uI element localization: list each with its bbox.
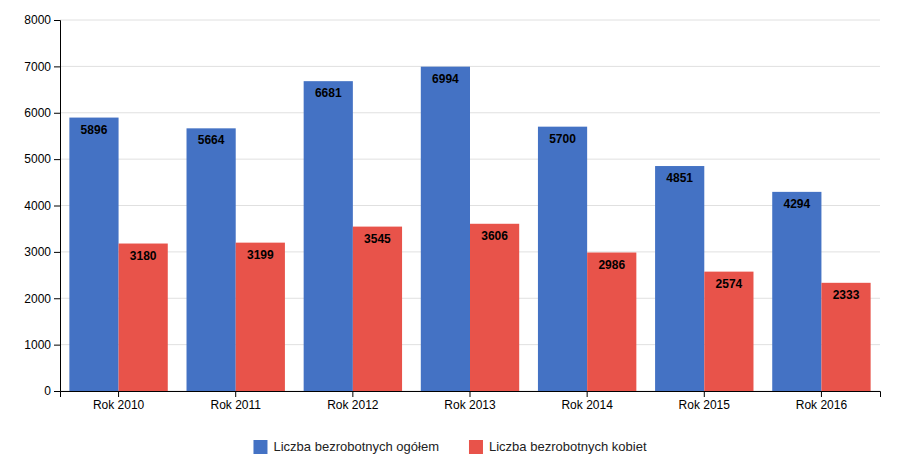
y-tick-label: 0 bbox=[44, 384, 51, 398]
y-tick: 8000 bbox=[24, 13, 60, 27]
y-tick: 2000 bbox=[24, 292, 60, 306]
x-tick-label: Rok 2015 bbox=[679, 398, 731, 412]
x-tick: Rok 2011 bbox=[210, 391, 261, 412]
bar bbox=[353, 227, 402, 391]
y-tick-label: 3000 bbox=[24, 245, 51, 259]
x-tick: Rok 2014 bbox=[561, 391, 613, 412]
x-tick-mark bbox=[587, 391, 588, 397]
x-tick-label: Rok 2013 bbox=[444, 398, 496, 412]
legend-swatch bbox=[469, 440, 483, 454]
x-tick-label: Rok 2016 bbox=[796, 398, 848, 412]
data-label: 6994 bbox=[432, 72, 459, 86]
bar bbox=[69, 118, 118, 391]
grid bbox=[60, 20, 880, 391]
data-label: 2333 bbox=[833, 288, 860, 302]
x-tick-mark bbox=[235, 391, 236, 397]
y-tick-label: 6000 bbox=[24, 106, 51, 120]
x-tick: Rok 2010 bbox=[93, 391, 145, 412]
bar bbox=[772, 192, 821, 391]
y-tick-mark bbox=[54, 20, 60, 21]
data-label: 3180 bbox=[130, 249, 157, 263]
x-tick-mark bbox=[118, 391, 119, 397]
y-tick-label: 4000 bbox=[24, 199, 51, 213]
data-label: 2986 bbox=[598, 258, 625, 272]
x-axis: Rok 2010 Rok 2011 Rok 2012 Rok 2013 Rok 2014… bbox=[61, 391, 881, 412]
x-tick: Rok 2016 bbox=[796, 391, 848, 412]
chart-container: 5896 5664 6681 6994 5700 4851 4294 3180 3199 3545… bbox=[0, 0, 900, 471]
y-axis: 0 1000 2000 3000 4000 5000 6000 7000 8000 bbox=[24, 13, 60, 398]
bar bbox=[421, 67, 470, 391]
bar bbox=[821, 283, 870, 391]
bar bbox=[470, 224, 519, 391]
y-tick: 7000 bbox=[24, 60, 60, 74]
legend: Liczba bezrobotnych ogółem Liczba bezrobo… bbox=[253, 439, 646, 454]
y-tick-mark bbox=[54, 206, 60, 207]
data-label: 4851 bbox=[666, 171, 693, 185]
bar bbox=[236, 243, 285, 391]
y-tick: 1000 bbox=[24, 338, 60, 352]
data-labels: 5896 5664 6681 6994 5700 4851 4294 3180 3199 3545… bbox=[81, 72, 860, 302]
data-label: 3606 bbox=[481, 229, 508, 243]
legend-label: Liczba bezrobotnych ogółem bbox=[273, 439, 439, 454]
y-tick: 5000 bbox=[24, 152, 60, 166]
bar bbox=[587, 253, 636, 391]
y-tick-label: 5000 bbox=[24, 152, 51, 166]
y-tick-mark bbox=[54, 298, 60, 299]
x-tick-label: Rok 2010 bbox=[93, 398, 145, 412]
y-tick: 4000 bbox=[24, 199, 60, 213]
legend-label: Liczba bezrobotnych kobiet bbox=[489, 439, 647, 454]
bar bbox=[187, 128, 236, 391]
x-tick: Rok 2015 bbox=[679, 391, 731, 412]
y-tick-mark bbox=[54, 391, 60, 392]
x-tick-label: Rok 2012 bbox=[327, 398, 379, 412]
y-tick-mark bbox=[54, 345, 60, 346]
legend-item: Liczba bezrobotnych ogółem bbox=[253, 439, 439, 454]
bar bbox=[304, 81, 353, 391]
y-tick-mark bbox=[54, 252, 60, 253]
x-tick-mark bbox=[352, 391, 353, 397]
x-tick: Rok 2013 bbox=[444, 391, 496, 412]
bar bbox=[704, 272, 753, 391]
data-label: 5896 bbox=[81, 123, 108, 137]
y-tick: 3000 bbox=[24, 245, 60, 259]
x-tick-label: Rok 2011 bbox=[210, 398, 261, 412]
y-tick-label: 7000 bbox=[24, 60, 51, 74]
y-tick-label: 2000 bbox=[24, 292, 51, 306]
y-tick-mark bbox=[54, 66, 60, 67]
bars bbox=[69, 67, 870, 391]
chart-svg: 5896 5664 6681 6994 5700 4851 4294 3180 3199 3545… bbox=[0, 0, 900, 471]
y-tick: 0 bbox=[44, 384, 60, 398]
bar bbox=[119, 244, 168, 391]
data-label: 5700 bbox=[549, 132, 576, 146]
y-tick: 6000 bbox=[24, 106, 60, 120]
y-tick-label: 8000 bbox=[24, 13, 51, 27]
bar bbox=[538, 127, 587, 391]
data-label: 5664 bbox=[198, 133, 225, 147]
y-axis-line bbox=[54, 21, 61, 392]
x-tick-label: Rok 2014 bbox=[561, 398, 613, 412]
grid-line bbox=[60, 20, 880, 21]
x-tick-mark bbox=[821, 391, 822, 397]
bar bbox=[655, 166, 704, 391]
x-axis-line bbox=[61, 392, 881, 398]
y-tick-label: 1000 bbox=[24, 338, 51, 352]
data-label: 6681 bbox=[315, 86, 342, 100]
data-label: 2574 bbox=[716, 277, 743, 291]
x-tick-mark bbox=[704, 391, 705, 397]
legend-item: Liczba bezrobotnych kobiet bbox=[469, 439, 647, 454]
legend-swatch bbox=[253, 440, 267, 454]
data-label: 3545 bbox=[364, 232, 391, 246]
y-tick-mark bbox=[54, 113, 60, 114]
x-tick: Rok 2012 bbox=[327, 391, 379, 412]
y-tick-mark bbox=[54, 159, 60, 160]
data-label: 3199 bbox=[247, 248, 274, 262]
data-label: 4294 bbox=[783, 197, 810, 211]
x-tick-mark bbox=[470, 391, 471, 397]
